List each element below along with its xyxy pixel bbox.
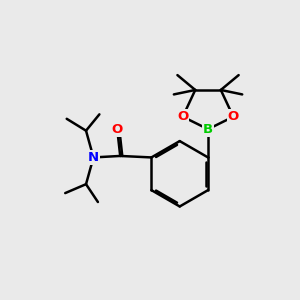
Text: N: N <box>88 151 99 164</box>
Text: B: B <box>203 123 213 136</box>
Text: O: O <box>112 123 123 136</box>
Text: O: O <box>228 110 239 123</box>
Text: O: O <box>177 110 188 123</box>
